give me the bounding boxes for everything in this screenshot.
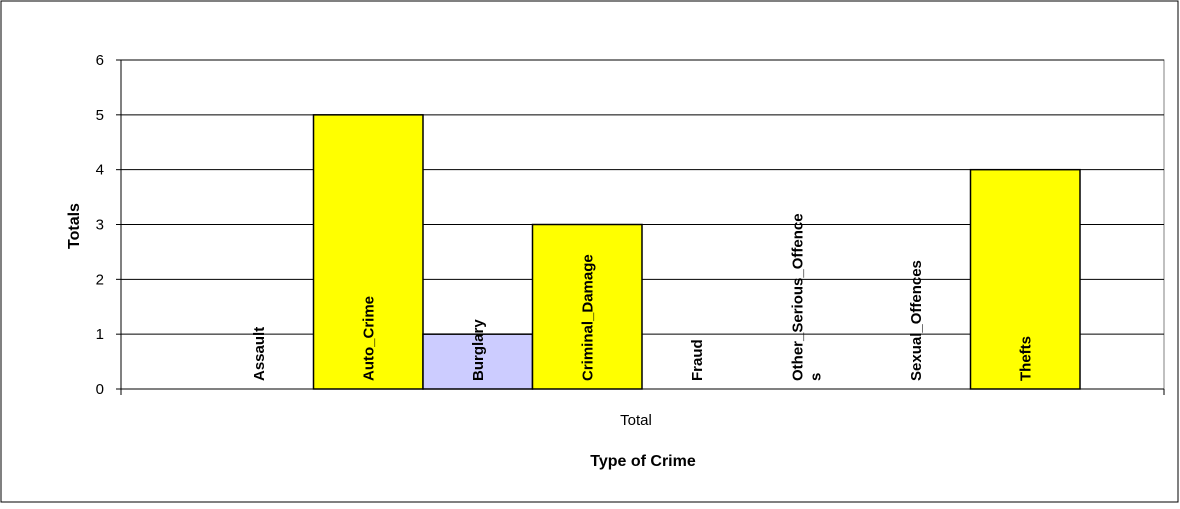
category-label-line: Thefts bbox=[1017, 336, 1034, 381]
bar bbox=[312, 114, 424, 390]
category-label: Auto_Crime bbox=[360, 296, 377, 381]
category-label-line: Fraud bbox=[689, 339, 706, 381]
axes bbox=[116, 59, 1165, 395]
category-label-line: Other_Serious_Offence bbox=[789, 213, 806, 381]
y-tick-label: 5 bbox=[96, 107, 104, 124]
category-label: Criminal_Damage bbox=[579, 254, 596, 381]
y-tick-label: 1 bbox=[96, 326, 104, 343]
category-label: Fraud bbox=[689, 339, 706, 381]
y-axis-title: Totals bbox=[66, 203, 83, 249]
category-label: Burglary bbox=[470, 319, 487, 381]
bar bbox=[969, 168, 1081, 390]
bar bbox=[422, 333, 534, 390]
category-label-line: Assault bbox=[251, 327, 268, 381]
category-label-line: Sexual_Offences bbox=[908, 260, 925, 381]
category-label-line: s bbox=[807, 373, 824, 381]
y-tick-labels: 0 1 2 3 4 5 6 bbox=[96, 52, 104, 398]
category-label-line: Burglary bbox=[470, 319, 487, 381]
category-label: Thefts bbox=[1017, 336, 1034, 381]
y-tick-label: 4 bbox=[96, 162, 104, 179]
group-label: Total bbox=[620, 412, 652, 429]
y-tick-label: 3 bbox=[96, 217, 104, 234]
y-tick-label: 0 bbox=[96, 381, 104, 398]
category-label: Other_Serious_Offences bbox=[789, 213, 824, 381]
category-label-line: Auto_Crime bbox=[360, 296, 377, 381]
category-label: Sexual_Offences bbox=[908, 260, 925, 381]
y-tick-label: 2 bbox=[96, 271, 104, 288]
x-axis-title: Type of Crime bbox=[590, 453, 696, 470]
bar bbox=[531, 223, 643, 390]
bars bbox=[312, 114, 1081, 390]
y-tick-label: 6 bbox=[96, 52, 104, 69]
category-labels: Assault Auto_Crime Burglary Criminal_Damage… bbox=[251, 213, 1035, 381]
category-label-line: Criminal_Damage bbox=[579, 254, 596, 381]
category-label: Assault bbox=[251, 327, 268, 381]
